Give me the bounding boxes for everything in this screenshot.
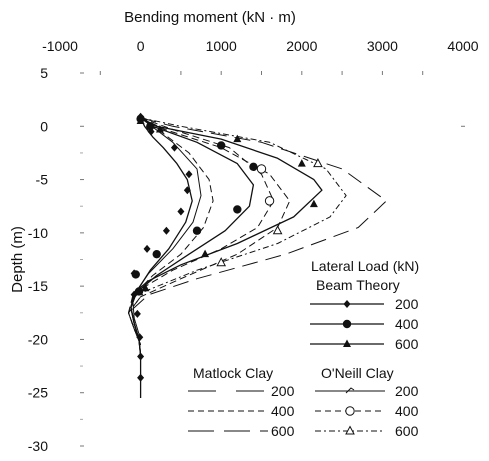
circle-marker — [134, 287, 144, 296]
legend-label: 200 — [395, 383, 419, 399]
y-tick-label: 5 — [40, 65, 48, 81]
series-matlock-clay400 — [128, 117, 291, 345]
legend-label: 400 — [271, 403, 295, 419]
legend-label: 600 — [395, 423, 419, 439]
open-circle-marker — [345, 406, 355, 416]
series-line — [128, 117, 387, 345]
diamond-marker — [137, 373, 145, 382]
diamond-marker — [137, 352, 145, 361]
y-tick-label: 0 — [40, 118, 48, 134]
y-axis-title: Depth (m) — [9, 226, 26, 293]
y-tick-label: -5 — [36, 172, 49, 188]
legend-label: 400 — [395, 316, 419, 332]
series-line — [128, 117, 347, 345]
series-o-neill-clay600 — [128, 117, 347, 345]
open-triangle-marker — [313, 158, 323, 168]
axes: Bending moment (kN · m)-1000 0 1000 2000 300… — [9, 9, 479, 454]
y-tick-label: -10 — [28, 225, 48, 241]
y-tick-label: -30 — [28, 438, 48, 454]
series-line — [128, 117, 275, 345]
x-tick-label: 3000 — [367, 38, 398, 54]
circle-marker — [233, 205, 242, 214]
open-triangle-marker — [272, 225, 283, 235]
legend-label: 400 — [395, 403, 419, 419]
series-beam-theory200 — [130, 112, 193, 398]
series-line — [130, 117, 255, 356]
series-beam-theory600 — [130, 116, 323, 356]
legend-label: 200 — [395, 296, 419, 312]
legend-group-matlock-clay: Matlock Clay — [193, 365, 273, 381]
open-triangle-marker — [216, 257, 227, 267]
open-circle-marker — [264, 196, 275, 206]
triangle-marker — [343, 339, 351, 347]
triangle-marker — [309, 199, 318, 208]
diamond-marker — [185, 170, 193, 179]
series-beam-theory400 — [130, 114, 258, 356]
legend-group-oneill-clay: O'Neill Clay — [321, 365, 394, 381]
diamond-marker — [143, 244, 151, 253]
y-tick-label: -25 — [28, 385, 48, 401]
legend-title: Lateral Load (kN) — [311, 258, 419, 274]
legend-line-marker — [345, 387, 355, 394]
y-tick-label: -15 — [28, 278, 48, 294]
circle-marker — [342, 319, 352, 329]
triangle-marker — [141, 283, 150, 292]
diamond-marker — [343, 300, 351, 308]
legend-group-beam-theory: Beam Theory — [316, 277, 400, 293]
diamond-marker — [183, 186, 191, 195]
diamond-marker — [162, 226, 170, 235]
series-line — [130, 117, 323, 356]
diamond-marker — [133, 309, 141, 318]
series-line — [128, 117, 214, 345]
x-tick-label: 4000 — [447, 38, 478, 54]
open-triangle-marker — [345, 425, 355, 435]
circle-marker — [131, 270, 140, 279]
series-o-neill-clay400 — [128, 117, 275, 345]
x-axis-title: Bending moment (kN · m) — [124, 9, 296, 26]
legend-label: 200 — [271, 383, 295, 399]
series-line — [132, 117, 202, 340]
circle-marker — [192, 226, 202, 235]
diamond-marker — [177, 207, 185, 216]
series-line — [128, 117, 291, 345]
y-tick-label: -20 — [28, 331, 48, 347]
plot-area — [128, 112, 387, 398]
circle-marker — [217, 141, 226, 150]
x-tick-label: -1000 — [42, 38, 78, 54]
series-matlock-clay200 — [128, 117, 214, 345]
x-tick-label: 0 — [137, 38, 145, 54]
legend: Lateral Load (kN) Beam Theory 200 400 600 Mat… — [188, 258, 419, 439]
triangle-marker — [136, 116, 145, 124]
series-matlock-clay600 — [128, 117, 387, 345]
x-tick-label: 2000 — [286, 38, 317, 54]
legend-label: 600 — [271, 423, 295, 439]
triangle-marker — [297, 159, 306, 167]
x-tick-label: 1000 — [206, 38, 237, 54]
circle-marker — [152, 249, 161, 259]
series-o-neill-clay200 — [132, 117, 202, 340]
open-circle-marker — [256, 164, 267, 174]
legend-label: 600 — [395, 336, 419, 352]
